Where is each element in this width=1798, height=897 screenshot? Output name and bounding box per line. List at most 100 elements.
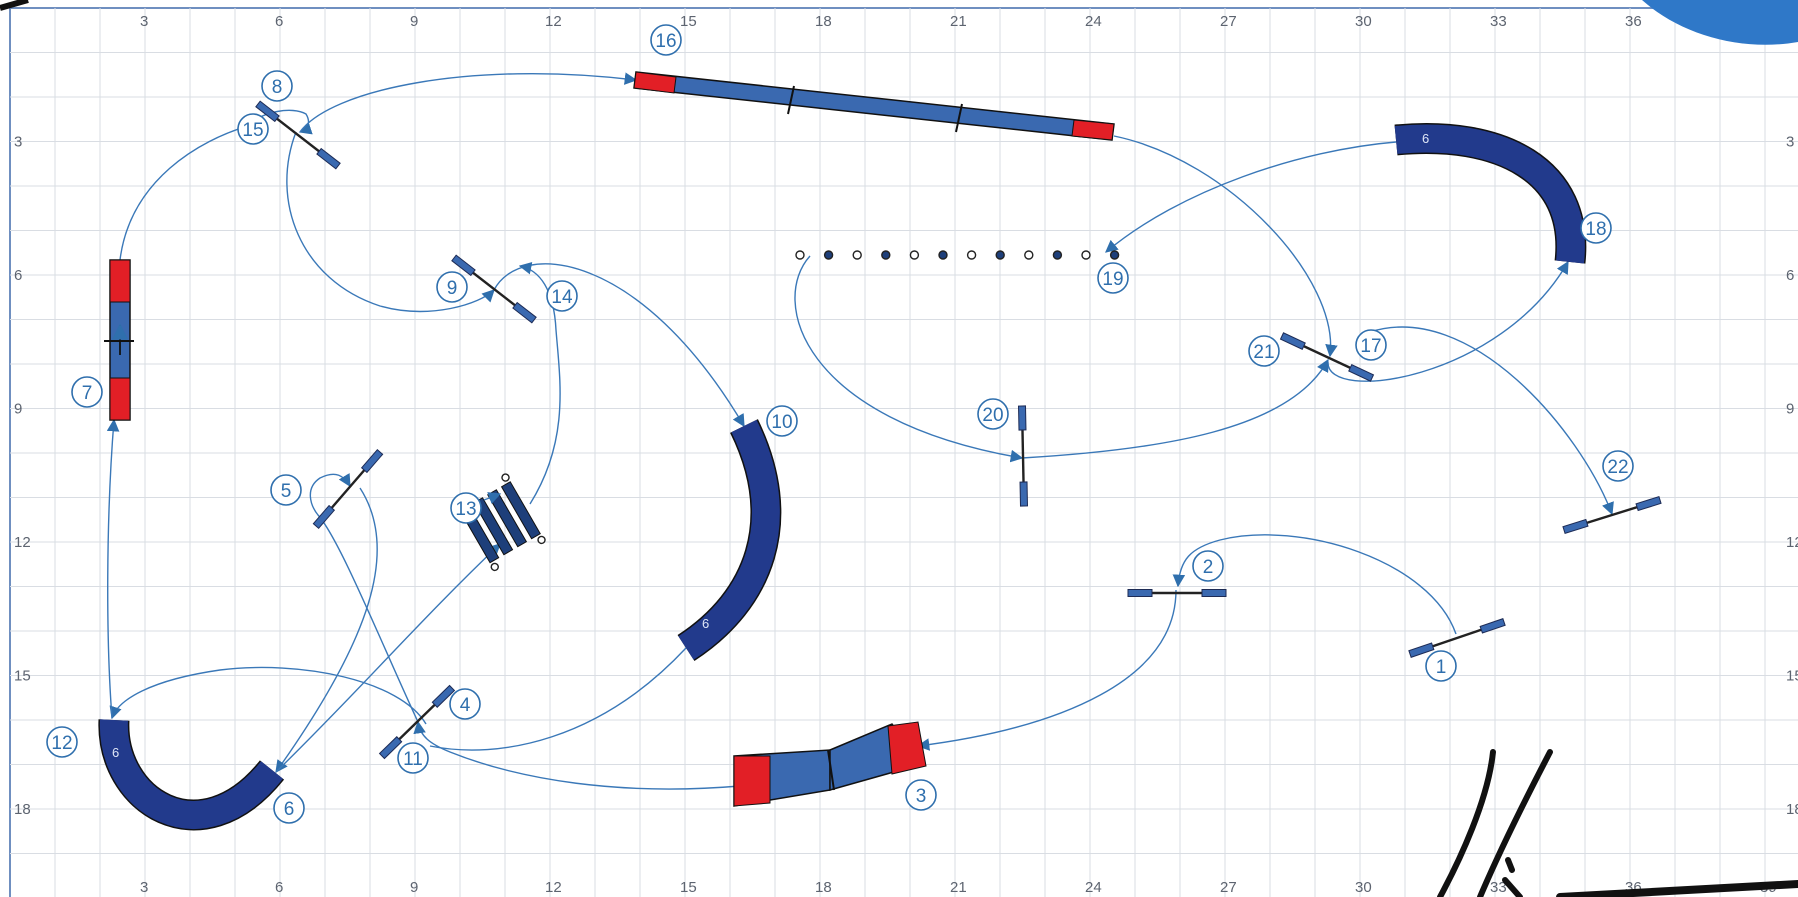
jumps-layer [255, 100, 1662, 760]
weave-pole [909, 250, 920, 260]
path-13-14 [518, 262, 561, 505]
x-tick-top: 30 [1355, 13, 1372, 30]
weave-pole [795, 250, 805, 260]
path-7-15 [119, 125, 249, 261]
path-15-8 [249, 109, 313, 135]
number-14: 14 [546, 280, 578, 312]
number-14-text: 14 [551, 287, 573, 308]
path-1-2 [1172, 534, 1457, 635]
number-22-text: 22 [1607, 457, 1628, 478]
path-13-arrow [483, 492, 502, 504]
x-tick-bottom: 15 [680, 879, 697, 896]
course-path [106, 72, 1614, 790]
a-frame-7 [104, 259, 134, 421]
y-tick-right: 3 [1786, 134, 1794, 151]
x-tick-bottom: 12 [545, 879, 562, 896]
path-12-7 [106, 418, 120, 719]
number-6: 6 [273, 792, 305, 824]
tunnel-18: 6 [1394, 123, 1587, 264]
jump-5 [312, 449, 384, 529]
y-tick-left: 9 [14, 401, 22, 418]
x-tick-bottom: 3 [140, 879, 148, 896]
y-tick-left: 18 [14, 801, 31, 818]
number-4: 4 [449, 688, 481, 720]
jump-1 [1408, 618, 1506, 658]
number-11-text: 11 [403, 749, 423, 770]
path-6-13 [275, 543, 501, 773]
number-7: 7 [71, 376, 103, 408]
number-20-text: 20 [982, 405, 1003, 426]
corner-blob [1642, 0, 1798, 45]
y-tick-right: 9 [1786, 401, 1794, 418]
number-13: 13 [450, 492, 482, 524]
path-18-19 [1105, 141, 1397, 253]
path-8-16 [299, 72, 638, 133]
number-9: 9 [436, 271, 468, 303]
x-tick-bottom: 9 [410, 879, 418, 896]
number-21-text: 21 [1253, 342, 1274, 363]
axis-ticks: 3366991212151518182121242427273030333336… [14, 13, 1798, 896]
weave-pole [995, 250, 1005, 260]
weave-pole [1024, 250, 1034, 260]
number-8: 8 [261, 70, 293, 102]
number-12-text: 12 [51, 733, 72, 754]
y-tick-right: 18 [1786, 801, 1798, 818]
number-10-text: 10 [771, 412, 792, 433]
number-3-text: 3 [916, 786, 927, 807]
weave-pole [823, 250, 834, 260]
x-tick-top: 24 [1085, 13, 1102, 30]
number-11: 11 [397, 742, 429, 774]
number-17-text: 17 [1360, 336, 1381, 357]
x-tick-top: 18 [815, 13, 832, 30]
number-2-text: 2 [1203, 557, 1214, 578]
x-tick-top: 33 [1490, 13, 1507, 30]
number-5: 5 [270, 474, 302, 506]
path-9-10 [493, 263, 745, 428]
tire-13 [454, 473, 546, 572]
tunnel-18-label: 6 [1422, 131, 1429, 146]
jump-22 [1562, 496, 1662, 534]
number-6-text: 6 [284, 799, 295, 820]
number-18-text: 18 [1585, 219, 1606, 240]
number-22: 22 [1602, 450, 1634, 482]
seesaw-3 [733, 721, 927, 807]
y-tick-left: 3 [14, 134, 22, 151]
number-4-text: 4 [460, 695, 471, 716]
x-tick-bottom: 33 [1490, 879, 1507, 896]
number-16: 16 [650, 24, 682, 56]
number-16-text: 16 [655, 31, 676, 52]
number-20: 20 [977, 398, 1009, 430]
path-17-22 [1369, 326, 1614, 516]
dog-walk-16 [633, 71, 1115, 141]
weave-pole [852, 250, 862, 260]
number-3: 3 [905, 779, 937, 811]
number-2: 2 [1192, 550, 1224, 582]
x-tick-top: 36 [1625, 13, 1642, 30]
x-tick-top: 21 [950, 13, 967, 30]
tunnel-12-label: 6 [112, 745, 119, 760]
y-tick-right: 15 [1786, 668, 1798, 685]
path-11-12 [109, 666, 427, 725]
signature-scribble [1437, 749, 1798, 897]
number-7-text: 7 [82, 383, 93, 404]
weave-pole [1081, 250, 1091, 260]
x-tick-bottom: 27 [1220, 879, 1237, 896]
weave-poles-19 [795, 250, 1120, 260]
weave-pole [938, 250, 948, 260]
weave-pole [1052, 250, 1063, 260]
number-15-text: 15 [242, 120, 263, 141]
x-tick-bottom: 6 [275, 879, 283, 896]
x-tick-bottom: 18 [815, 879, 832, 896]
jump-17 [1279, 332, 1375, 382]
x-tick-bottom: 21 [950, 879, 967, 896]
y-tick-left: 15 [14, 668, 31, 685]
jump-8 [255, 100, 341, 170]
x-tick-bottom: 30 [1355, 879, 1372, 896]
path-5-6 [275, 487, 378, 774]
number-10: 10 [766, 405, 798, 437]
path-20-21 [1021, 358, 1329, 459]
y-tick-left: 12 [14, 534, 31, 551]
y-tick-left: 6 [14, 267, 22, 284]
number-19: 19 [1097, 262, 1129, 294]
